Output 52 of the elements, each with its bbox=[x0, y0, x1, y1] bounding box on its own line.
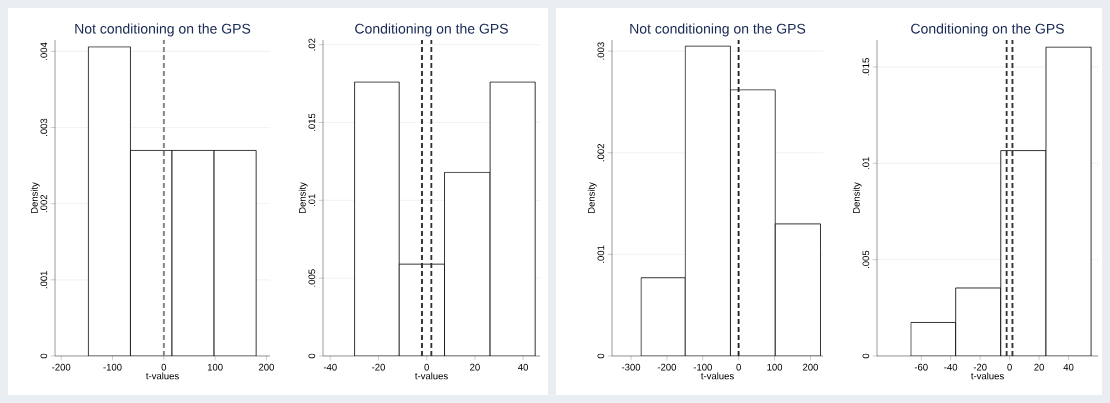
x-tick-label: -40 bbox=[323, 363, 337, 371]
x-tick-label: -20 bbox=[973, 363, 987, 371]
y-tick-label: 0 bbox=[862, 353, 870, 359]
x-axis-title: t-values bbox=[415, 372, 448, 380]
x-tick-label: 20 bbox=[470, 363, 480, 371]
x-tick-label: 0 bbox=[424, 363, 429, 371]
x-tick-label: -100 bbox=[103, 363, 122, 371]
x-axis-title: t-values bbox=[146, 372, 179, 380]
y-tick-label: .005 bbox=[862, 250, 870, 269]
y-tick-label: .002 bbox=[40, 194, 48, 213]
y-axis-title: Density bbox=[298, 182, 308, 214]
y-axis-title: Density bbox=[30, 182, 40, 214]
chart-title: Conditioning on the GPS bbox=[911, 23, 1064, 37]
y-axis-title: Density bbox=[587, 182, 597, 214]
y-tick-label: .015 bbox=[862, 58, 870, 76]
y-tick-label: .003 bbox=[40, 118, 48, 136]
y-tick-label: .003 bbox=[597, 42, 605, 60]
x-tick-label: 40 bbox=[1063, 363, 1074, 371]
x-tick-label: -40 bbox=[944, 363, 958, 371]
chart-title: Not conditioning on the GPS bbox=[630, 23, 806, 37]
x-tick-label: 100 bbox=[207, 363, 223, 371]
x-axis-title: t-values bbox=[971, 372, 1004, 380]
x-tick-label: 20 bbox=[1034, 363, 1044, 371]
y-tick-label: .015 bbox=[308, 113, 316, 131]
x-tick-label: 0 bbox=[161, 363, 167, 371]
x-tick-label: -300 bbox=[621, 363, 641, 371]
chart-title: Conditioning on the GPS bbox=[355, 23, 508, 37]
y-tick-label: 0 bbox=[308, 353, 316, 359]
y-tick-label: 0 bbox=[40, 353, 48, 359]
y-tick-label: .001 bbox=[40, 271, 48, 289]
chart-title: Not conditioning on the GPS bbox=[75, 23, 251, 37]
y-tick-label: .02 bbox=[308, 38, 316, 51]
y-tick-label: .01 bbox=[308, 194, 316, 207]
y-tick-label: .001 bbox=[597, 245, 605, 263]
x-tick-label: -20 bbox=[372, 363, 385, 371]
x-tick-label: 0 bbox=[736, 363, 741, 371]
y-tick-label: 0 bbox=[597, 353, 605, 359]
x-tick-label: -200 bbox=[52, 363, 71, 371]
y-axis-title: Density bbox=[852, 182, 862, 214]
x-tick-label: 0 bbox=[1007, 363, 1012, 371]
x-tick-label: 40 bbox=[518, 363, 529, 371]
x-tick-label: -60 bbox=[914, 363, 928, 371]
y-tick-label: .005 bbox=[308, 269, 316, 287]
x-tick-label: -100 bbox=[693, 363, 712, 371]
y-tick-label: .01 bbox=[862, 157, 870, 170]
x-axis-title: t-values bbox=[701, 372, 734, 380]
y-tick-label: .004 bbox=[40, 42, 48, 60]
x-tick-label: 100 bbox=[767, 363, 783, 371]
y-tick-label: .002 bbox=[597, 144, 605, 162]
x-tick-label: -200 bbox=[657, 363, 677, 371]
x-tick-label: 200 bbox=[802, 363, 818, 371]
x-tick-label: 200 bbox=[258, 363, 274, 371]
